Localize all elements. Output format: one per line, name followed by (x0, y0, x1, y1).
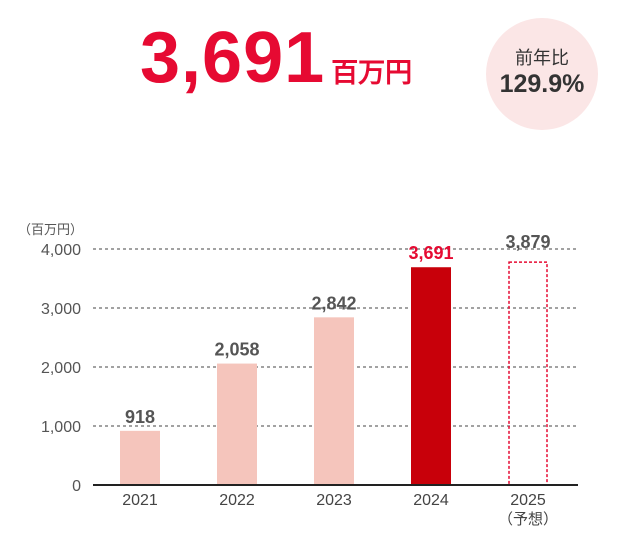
bar (120, 430, 160, 485)
y-tick-label: 1,000 (41, 419, 81, 436)
x-tick-label: 2022 (219, 492, 255, 509)
y-tick-label: 3,000 (41, 301, 81, 318)
data-label: 3,691 (408, 243, 453, 263)
y-tick-label: 0 (72, 478, 81, 495)
y-unit-label: （百万円） (18, 222, 83, 237)
y-tick-label: 2,000 (41, 360, 81, 377)
data-label: 2,842 (311, 293, 356, 313)
x-tick-label: 2024 (413, 492, 449, 509)
x-tick-sublabel: （予想） (498, 511, 558, 528)
x-tick-label: 2023 (316, 492, 352, 509)
bar (217, 363, 257, 485)
headline-value: 3,691 (140, 18, 326, 98)
x-tick-label: 2025 (510, 492, 546, 509)
yoy-value: 129.9% (499, 69, 585, 98)
data-label: 3,879 (505, 232, 550, 252)
headline: 3,691 百万円 (140, 22, 412, 94)
bar (411, 267, 451, 485)
y-tick-label: 4,000 (41, 242, 81, 259)
data-label: 918 (125, 407, 155, 427)
bar (314, 317, 354, 485)
data-label: 2,058 (214, 340, 259, 360)
yoy-label: 前年比 (515, 48, 569, 70)
bar-forecast (508, 261, 548, 486)
headline-unit: 百万円 (331, 58, 413, 89)
x-tick-label: 2021 (122, 492, 158, 509)
yoy-badge: 前年比 129.9% (486, 18, 598, 130)
